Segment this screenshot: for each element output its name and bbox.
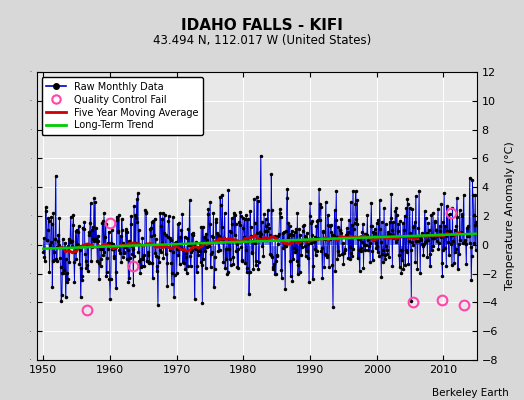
Legend: Raw Monthly Data, Quality Control Fail, Five Year Moving Average, Long-Term Tren: Raw Monthly Data, Quality Control Fail, … xyxy=(41,77,203,135)
Y-axis label: Temperature Anomaly (°C): Temperature Anomaly (°C) xyxy=(505,142,515,290)
Text: Berkeley Earth: Berkeley Earth xyxy=(432,388,508,398)
Text: 43.494 N, 112.017 W (United States): 43.494 N, 112.017 W (United States) xyxy=(153,34,371,47)
Text: IDAHO FALLS - KIFI: IDAHO FALLS - KIFI xyxy=(181,18,343,33)
